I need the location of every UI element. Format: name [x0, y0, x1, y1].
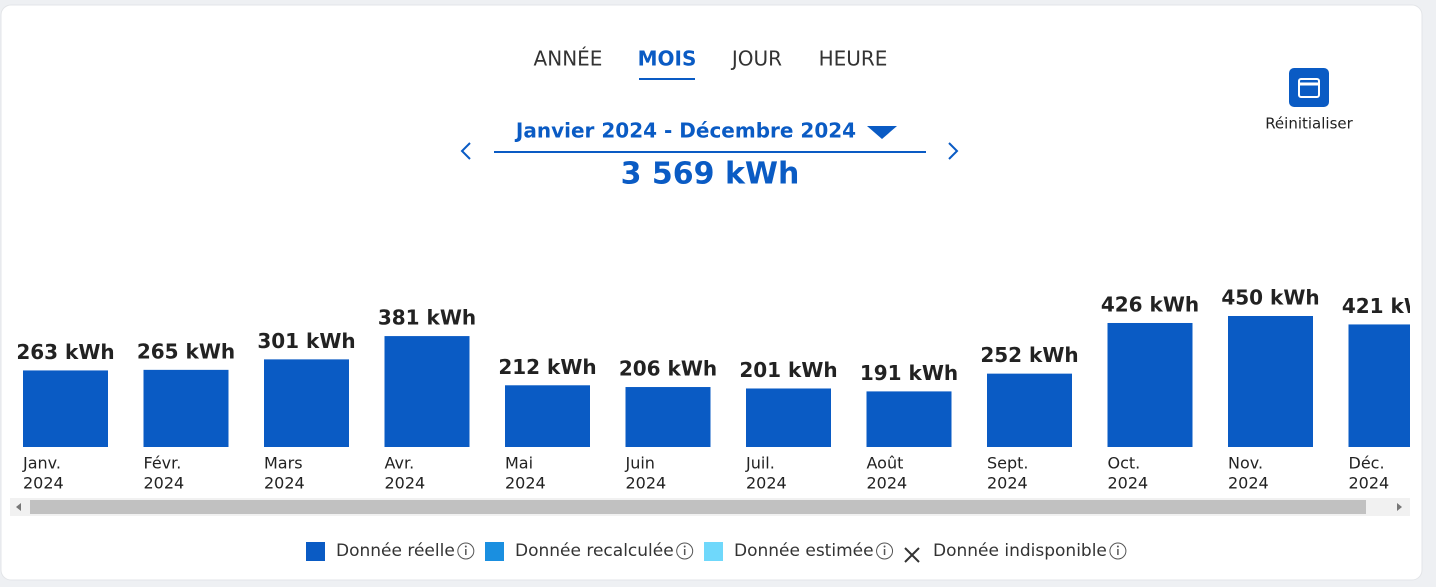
- x-tick-label: 2024: [1108, 474, 1149, 493]
- scroll-thumb[interactable]: [30, 500, 1366, 514]
- bar: [1348, 324, 1410, 447]
- value-label: 381 kWh: [378, 306, 476, 330]
- info-icon-dot: [683, 545, 686, 548]
- value-label: 206 kWh: [619, 357, 717, 381]
- value-label: 301 kWh: [257, 329, 355, 353]
- value-label: 201 kWh: [739, 358, 837, 382]
- bar: [625, 387, 711, 447]
- next-button[interactable]: [948, 142, 959, 160]
- tabs: ANNÉE MOIS JOUR HEURE: [534, 47, 888, 80]
- info-icon-dot: [883, 545, 886, 548]
- legend-label: Donnée indisponible: [933, 541, 1107, 561]
- x-tick-label: 2024: [144, 474, 185, 493]
- info-icon[interactable]: [876, 542, 894, 560]
- x-tick-label: Sept.: [987, 454, 1029, 473]
- prev-button[interactable]: [460, 142, 471, 160]
- legend-swatch: [704, 542, 723, 561]
- x-tick-label: Févr.: [144, 454, 182, 473]
- x-tick-label: Avr.: [385, 454, 415, 473]
- x-tick-label: Nov.: [1228, 454, 1263, 473]
- x-tick-label: 2024: [1228, 474, 1269, 493]
- value-label: 426 kWh: [1101, 292, 1199, 316]
- value-label: 252 kWh: [980, 343, 1078, 367]
- value-label: 421 kWh: [1342, 294, 1436, 318]
- bar: [23, 370, 108, 447]
- bar: [143, 369, 229, 447]
- bar: [384, 336, 470, 447]
- x-tick-label: Mai: [505, 454, 533, 473]
- x-tick-label: Déc.: [1349, 454, 1385, 473]
- x-tick-label: 2024: [1349, 474, 1390, 493]
- x-tick-label: 2024: [505, 474, 546, 493]
- legend-marker: [904, 547, 920, 563]
- value-label: 450 kWh: [1221, 286, 1319, 310]
- tab[interactable]: JOUR: [730, 47, 782, 71]
- info-icon-dot: [464, 545, 467, 548]
- value-label: 191 kWh: [860, 361, 958, 385]
- legend-label: Donnée réelle: [336, 541, 455, 561]
- x-tick-label: 2024: [626, 474, 667, 493]
- x-tick-label: Janv.: [22, 454, 61, 473]
- info-icon[interactable]: [1109, 542, 1127, 560]
- x-tick-label: Mars: [264, 454, 303, 473]
- x-tick-label: 2024: [385, 474, 426, 493]
- reset-button[interactable]: Réinitialiser: [1265, 68, 1354, 133]
- x-tick-label: Juil.: [745, 454, 775, 473]
- value-label: 265 kWh: [137, 339, 235, 363]
- bar: [746, 388, 831, 447]
- info-icon[interactable]: [676, 542, 694, 560]
- bar: [264, 359, 349, 447]
- legend-label: Donnée estimée: [734, 541, 874, 561]
- x-tick-label: 2024: [867, 474, 908, 493]
- bar: [505, 385, 590, 447]
- bar: [987, 373, 1072, 447]
- info-icon[interactable]: [457, 542, 475, 560]
- tab[interactable]: MOIS: [638, 47, 697, 71]
- scrollbar[interactable]: [10, 498, 1410, 516]
- bar: [1107, 322, 1193, 447]
- x-tick-label: 2024: [987, 474, 1028, 493]
- x-tick-label: 2024: [746, 474, 787, 493]
- legend-swatch: [306, 542, 325, 561]
- legend-swatch: [485, 542, 504, 561]
- reset-icon-bg: [1289, 68, 1329, 107]
- x-tick-label: Juin: [625, 454, 655, 473]
- x-tick-label: Oct.: [1108, 454, 1141, 473]
- legend: Donnée réelle Donnée recalculée Donnée est…: [306, 541, 1127, 563]
- scroll-left[interactable]: [16, 503, 21, 511]
- card: [0, 4, 1423, 581]
- info-icon-dot: [1116, 545, 1119, 548]
- scroll-right[interactable]: [1397, 503, 1402, 511]
- bar: [866, 391, 952, 447]
- tab[interactable]: HEURE: [819, 47, 888, 71]
- x-tick-label: 2024: [264, 474, 305, 493]
- legend-label: Donnée recalculée: [515, 541, 674, 561]
- calendar-icon: [1298, 78, 1320, 98]
- bar: [1228, 316, 1313, 447]
- total: 3 569 kWh: [621, 157, 800, 192]
- x-tick-label: 2024: [23, 474, 64, 493]
- period-select[interactable]: Janvier 2024 - Décembre 2024: [514, 119, 856, 143]
- tab[interactable]: ANNÉE: [534, 47, 603, 71]
- reset-label[interactable]: Réinitialiser: [1265, 115, 1353, 133]
- value-label: 263 kWh: [16, 340, 114, 364]
- x-tick-label: Août: [867, 454, 904, 473]
- dropdown-arrow[interactable]: [867, 126, 897, 139]
- value-label: 212 kWh: [498, 355, 596, 379]
